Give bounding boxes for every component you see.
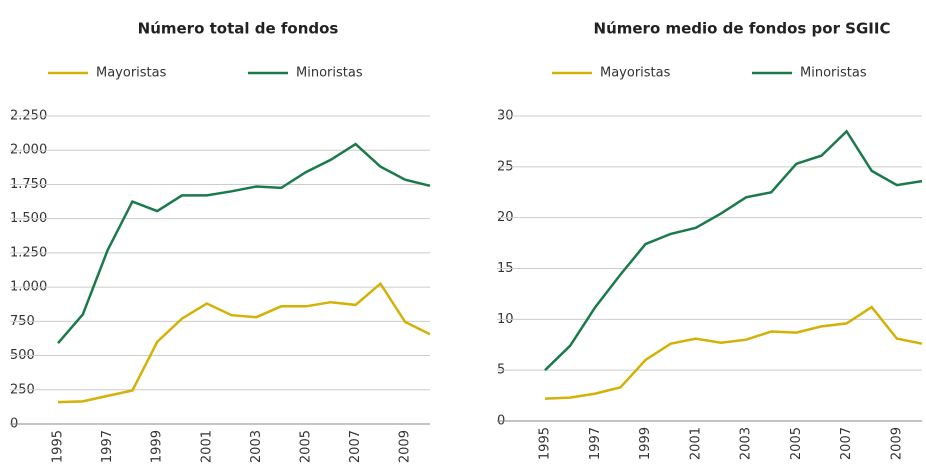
chart-title: Número total de fondos [138,20,339,38]
legend-label: Mayoristas [600,66,671,81]
x-tick-label: 1995 [538,427,553,460]
data-line [544,305,923,400]
x-tick-label: 2007 [839,427,854,460]
data-line [544,129,923,372]
x-tick-label: 2007 [348,430,363,463]
legend-label: Minoristas [296,66,363,81]
x-tick-label: 2003 [739,427,754,460]
legend-label: Minoristas [800,66,867,81]
x-tick-label: 2005 [299,430,314,463]
x-tick-label: 2003 [249,430,264,463]
x-tick-label: 2009 [398,430,413,463]
x-tick-label: 1999 [638,427,653,460]
x-tick-label: 2005 [789,427,804,460]
x-tick-label: 1999 [150,430,165,463]
x-tick-label: 1997 [100,430,115,463]
x-tick-label: 1995 [51,430,66,463]
x-tick-label: 2001 [688,427,703,460]
data-line [57,142,431,345]
x-tick-label: 2009 [889,427,904,460]
x-tick-label: 2001 [199,430,214,463]
legend-label: Mayoristas [96,66,167,81]
x-tick-label: 1997 [588,427,603,460]
data-line [57,281,431,404]
chart-title: Número medio de fondos por SGIIC [594,20,891,38]
